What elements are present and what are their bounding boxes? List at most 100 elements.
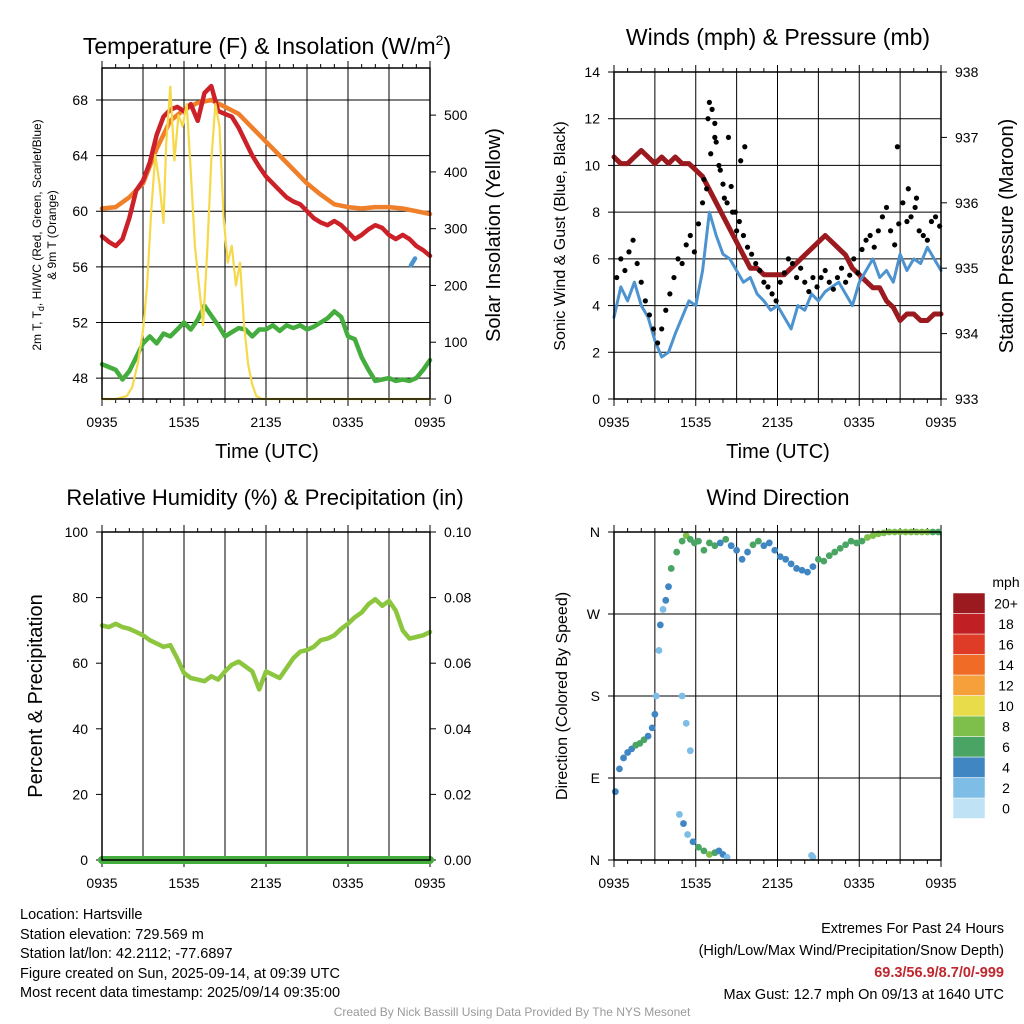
y-tick-label: 4	[592, 298, 600, 314]
y-tick-label: 80	[72, 590, 88, 606]
direction-point	[869, 532, 877, 540]
gust-point	[769, 291, 775, 297]
x-tick-label: 0335	[332, 875, 363, 891]
plot-frame	[101, 67, 431, 400]
direction-point	[652, 692, 660, 700]
gust-point	[867, 232, 873, 239]
wind-speed-line	[612, 210, 943, 359]
y-tick-label-right: 0.04	[444, 721, 471, 737]
y-tick-label: 6	[592, 251, 600, 267]
gust-point	[793, 274, 800, 281]
gust-point	[798, 265, 804, 271]
gust-point	[724, 200, 730, 206]
plot-frame	[101, 531, 431, 861]
gust-point	[814, 284, 820, 290]
x-tick-label: 0935	[414, 875, 445, 891]
extremes-values: 69.3/56.9/8.7/0/-999	[874, 965, 1004, 981]
temperature-series-line	[99, 97, 433, 217]
gust-point	[708, 151, 714, 157]
y-tick-label: E	[591, 770, 600, 786]
station-info: Location: Hartsville Station elevation: …	[20, 906, 340, 1004]
gust-point	[736, 218, 742, 225]
credit-line: Created By Nick Bassill Using Data Provi…	[333, 1005, 691, 1019]
gust-point	[679, 260, 685, 267]
gust-point	[720, 181, 726, 187]
temperature-title: Temperature (F) & Insolation (W/m2)	[83, 32, 451, 59]
y-tick-label: 12	[584, 111, 600, 127]
direction-point	[831, 548, 839, 556]
y-tick-label: 20	[72, 786, 88, 802]
x-tick-label: 1535	[168, 875, 199, 891]
winds-ylabel: Sonic Wind & Gust (Blue, Black)	[552, 121, 569, 350]
gust-point	[687, 232, 693, 239]
gust-point	[932, 214, 939, 220]
gust-point	[834, 274, 841, 281]
gust-point	[785, 256, 792, 262]
gust-point	[712, 120, 718, 126]
gust-point	[894, 144, 901, 150]
y-tick-label: 60	[72, 655, 88, 671]
x-tick-label: 0935	[925, 414, 956, 430]
direction-point	[651, 710, 659, 718]
figure-created: Figure created on Sun, 2025-09-14, at 09…	[20, 965, 340, 982]
temperature-marks: 48 52 56 60 64 68 0 100 200 300 400 500 0935 1535 2135…	[72, 61, 468, 430]
gust-point	[900, 200, 906, 206]
direction-point	[842, 541, 850, 549]
gust-point	[642, 298, 648, 304]
direction-point	[798, 566, 806, 574]
y-tick-label: 64	[72, 148, 88, 164]
gust-point	[859, 246, 865, 253]
humidity-marks: 0 20 40 60 80 100 0.00 0.02 0.04 0.06 0.08 0.10 0935…	[65, 524, 472, 891]
gust-point	[913, 195, 920, 201]
direction-point	[814, 555, 822, 563]
direction-point	[678, 537, 686, 545]
y-tick-label-right: 934	[955, 326, 979, 342]
gust-point	[871, 244, 877, 250]
y-tick-label: S	[591, 688, 600, 704]
legend-swatch	[952, 715, 986, 737]
y-tick-label-right: 933	[955, 391, 979, 407]
direction-point	[787, 560, 795, 568]
gust-point	[757, 267, 763, 274]
legend-label: 8	[1002, 718, 1010, 734]
legend-swatch	[952, 613, 986, 635]
direction-point	[700, 847, 708, 855]
direction-point	[695, 537, 702, 545]
gust-point	[738, 158, 744, 164]
direction-point	[760, 542, 768, 550]
gust-point	[734, 228, 740, 234]
pressure-line	[611, 148, 944, 323]
temperature-series-line	[99, 303, 433, 384]
y-tick-label: 52	[72, 315, 88, 331]
y-tick-label-right: 0.02	[444, 786, 471, 802]
winds-marks: 0 2 4 6 8 10 12 14 933 934 935 936 937 938 0935 1535 213…	[584, 64, 978, 430]
gust-point	[781, 270, 787, 276]
y-tick-label: 8	[592, 204, 600, 220]
legend-label: 0	[1002, 800, 1010, 816]
direction-point	[738, 555, 746, 563]
station-elevation: Station elevation: 729.569 m	[20, 926, 204, 943]
direction-point	[644, 732, 652, 740]
gust-point	[761, 279, 767, 285]
y-tick-label: 14	[584, 64, 600, 80]
gust-point	[912, 204, 918, 211]
gust-point	[667, 291, 673, 297]
gust-point	[892, 242, 898, 248]
gust-point	[896, 221, 902, 227]
y-tick-label-right: 100	[444, 334, 468, 350]
direction-point	[682, 719, 690, 727]
direction-point	[864, 534, 871, 541]
direction-point	[680, 820, 687, 827]
direction-point	[853, 539, 860, 547]
direction-point	[793, 565, 800, 572]
gust-point	[663, 307, 669, 313]
direction-point	[695, 843, 702, 851]
x-tick-label: 1535	[680, 414, 711, 430]
gust-point	[638, 279, 644, 285]
temperature-series-line	[100, 85, 432, 401]
y-tick-label-right: 937	[955, 129, 979, 145]
gust-point	[695, 221, 702, 227]
y-tick-label: 0	[80, 852, 88, 868]
humidity-line	[99, 596, 433, 692]
